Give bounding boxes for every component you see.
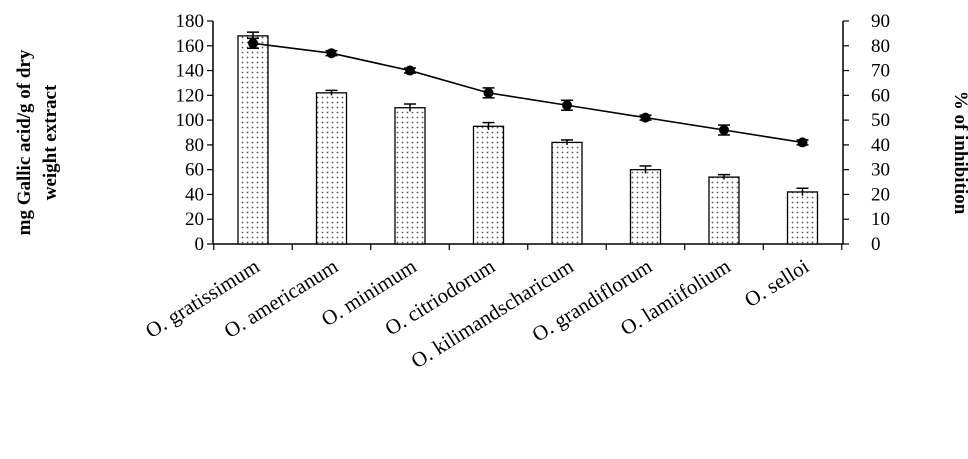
y-tick-label-right: 80 [871,36,890,57]
bar [315,92,348,245]
y-axis-title-left: mg Gallic acid/g of dry weight extract [14,49,61,235]
y-axis-title-left-line: weight extract [40,84,61,200]
bar-series [237,31,819,245]
y-tick-label-right: 0 [871,234,881,255]
bar [629,169,662,245]
y-tick-label-left: 40 [185,184,204,205]
y-tick-label-left: 0 [195,234,205,255]
axes [207,20,849,250]
bar [472,125,505,245]
y-axis-title-right: % of inhibition [950,91,968,215]
y-tick-label-left: 180 [176,11,205,32]
y-tick-label-right: 60 [871,85,890,106]
y-tick-label-right: 10 [871,209,890,230]
line-path [252,42,803,144]
line-point [719,125,729,136]
line-point [562,100,572,111]
y-axis-title-left-line: mg Gallic acid/g of dry [14,49,35,235]
y-tick-label-left: 140 [176,61,205,82]
y-tick-label-right: 70 [871,61,890,82]
y-tick-label-left: 60 [185,160,204,181]
y-tick-label-right: 50 [871,110,890,131]
line-point [405,65,415,76]
y-tick-label-left: 100 [176,110,205,131]
x-category-label: O. selloi [740,254,813,312]
y-tick-label-right: 30 [871,160,890,181]
line-series [247,37,809,148]
y-tick-label-left: 120 [176,85,205,106]
y-tick-label-left: 20 [185,209,204,230]
bar [708,176,740,245]
line-point [640,112,651,123]
y-tick-label-left: 80 [185,135,204,156]
bar [237,35,269,245]
line-point [248,38,258,49]
line-point [326,48,337,59]
bar [551,141,583,245]
y-tick-label-left: 160 [176,36,205,57]
y-tick-label-right: 40 [871,135,890,156]
y-tick-label-right: 20 [871,184,890,205]
line-point [797,137,808,148]
bar [394,107,426,245]
bar [786,191,819,245]
y-tick-label-right: 90 [871,11,890,32]
line-point [483,87,494,98]
